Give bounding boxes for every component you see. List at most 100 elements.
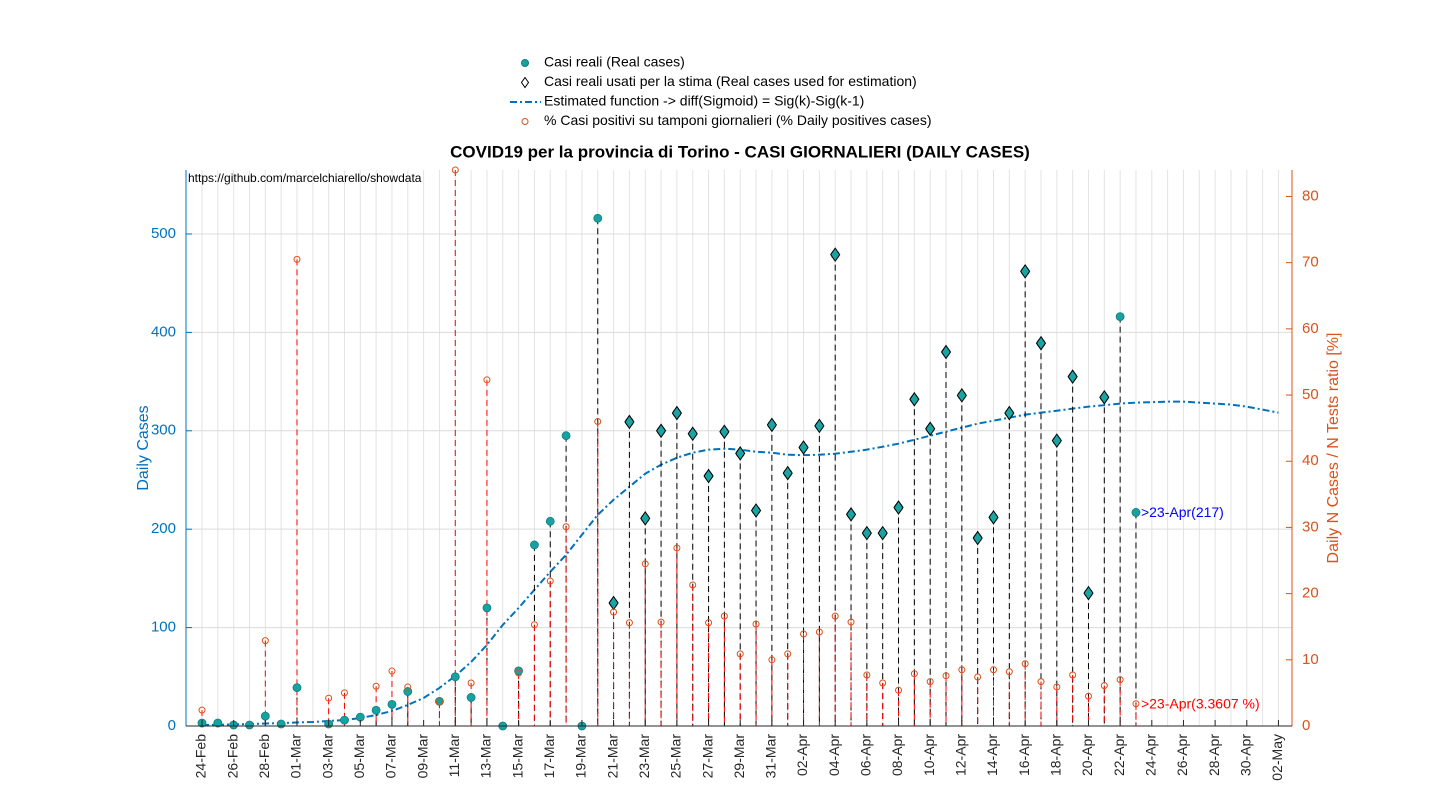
y2-tick-label: 30 xyxy=(1302,518,1319,535)
diamond-point xyxy=(655,423,667,439)
annotation: https://github.com/marcelchiarello/showd… xyxy=(188,171,422,185)
y2-axis-label: Daily N Cases / N Tests ratio [%] xyxy=(1325,333,1342,564)
diamond-point xyxy=(1051,433,1062,448)
x-tick-label: 11-Mar xyxy=(446,734,462,778)
diamond-point xyxy=(608,595,619,611)
point xyxy=(340,715,349,725)
point xyxy=(213,718,223,728)
open-point xyxy=(895,686,903,694)
legend-label: Casi reali (Real cases) xyxy=(544,54,685,70)
point xyxy=(593,213,603,223)
point xyxy=(482,603,492,613)
x-tick-label: 29-Mar xyxy=(731,734,747,779)
diamond-point xyxy=(988,509,999,525)
y-tick-label: 400 xyxy=(151,323,176,340)
y-tick-label: 200 xyxy=(151,520,176,537)
diamond-point xyxy=(735,446,746,461)
open-point xyxy=(673,544,681,552)
open-point xyxy=(261,637,269,645)
diamond-point xyxy=(1099,389,1110,405)
open-point xyxy=(926,678,934,686)
diamond-point xyxy=(893,500,904,515)
annotation: >23-Apr(217) xyxy=(1141,504,1224,520)
open-point xyxy=(610,608,618,616)
y-axis-label: Daily Cases xyxy=(135,405,152,490)
axes: 24-Feb 26-Feb 28-Feb 01-Mar 03-Mar 05-Mar 07-M… xyxy=(151,170,1319,781)
diamond-point xyxy=(671,405,683,421)
diamond-point xyxy=(925,421,936,437)
diamond-point xyxy=(909,391,920,407)
point xyxy=(355,712,365,722)
open-point xyxy=(831,612,839,620)
x-tick-label: 10-Apr xyxy=(921,734,937,776)
open-point xyxy=(293,255,301,263)
y2-tick-label: 0 xyxy=(1302,717,1310,734)
y-tick-label: 0 xyxy=(168,717,176,734)
x-tick-label: 01-Mar xyxy=(288,734,304,779)
diamond-point xyxy=(703,468,714,484)
marks xyxy=(197,166,1141,731)
point xyxy=(292,683,302,693)
open-point xyxy=(752,620,760,628)
x-tick-label: 16-Apr xyxy=(1016,734,1032,776)
point xyxy=(450,672,460,682)
stems xyxy=(201,170,1279,727)
x-tick-label: 23-Mar xyxy=(636,734,652,779)
diamond-point xyxy=(640,510,651,526)
open-point xyxy=(879,679,887,687)
open-point xyxy=(1084,692,1092,700)
diamond-point xyxy=(814,418,825,434)
x-tick-label: 31-Mar xyxy=(763,734,779,779)
open-point xyxy=(467,679,475,687)
open-point xyxy=(1053,683,1061,691)
open-point xyxy=(198,706,206,714)
x-tick-label: 05-Mar xyxy=(351,734,367,779)
x-tick-label: 20-Apr xyxy=(1079,734,1095,776)
legend-label: % Casi positivi su tamponi giornalieri (… xyxy=(544,112,931,128)
x-tick-label: 08-Apr xyxy=(889,734,905,776)
open-point xyxy=(325,694,333,702)
x-tick-label: 21-Mar xyxy=(604,734,620,779)
open-point xyxy=(1100,682,1108,690)
open-point xyxy=(800,630,808,638)
open-point xyxy=(942,672,950,680)
diamond-point xyxy=(861,525,872,541)
open-point xyxy=(1021,660,1029,668)
open-point xyxy=(594,418,602,426)
open-point xyxy=(372,682,380,690)
x-tick-label: 18-Apr xyxy=(1048,734,1064,776)
open-point xyxy=(958,666,966,674)
x-tick-label: 28-Apr xyxy=(1206,734,1222,776)
x-tick-label: 24-Feb xyxy=(193,734,209,779)
diamond-point xyxy=(940,344,952,360)
point xyxy=(1131,508,1141,517)
y2-tick-label: 50 xyxy=(1302,386,1319,403)
open-point xyxy=(530,621,538,629)
x-tick-label: 15-Mar xyxy=(509,734,525,779)
diamond-point xyxy=(750,503,762,518)
open-point xyxy=(863,671,871,679)
open-point xyxy=(340,689,348,697)
open-point xyxy=(451,166,459,174)
diamond-point xyxy=(830,247,841,263)
open-point xyxy=(562,523,570,531)
y-tick-label: 300 xyxy=(151,422,176,439)
legend-label: Estimated function -> diff(Sigmoid) = Si… xyxy=(544,93,864,109)
open-point xyxy=(705,619,713,627)
x-tick-label: 04-Apr xyxy=(826,734,842,776)
x-tick-label: 26-Apr xyxy=(1174,734,1190,776)
diamond-point xyxy=(956,387,967,403)
diamond-point xyxy=(782,465,793,481)
x-tick-label: 07-Mar xyxy=(383,734,399,779)
legend-swatch xyxy=(521,118,529,125)
open-point xyxy=(1116,676,1124,684)
open-point xyxy=(1132,700,1140,708)
x-tick-label: 24-Apr xyxy=(1143,734,1159,776)
point xyxy=(466,693,476,702)
y2-tick-label: 10 xyxy=(1302,651,1319,668)
x-tick-label: 26-Feb xyxy=(224,734,240,779)
x-tick-label: 02-Apr xyxy=(794,734,810,776)
y2-tick-label: 80 xyxy=(1302,187,1319,204)
open-point xyxy=(910,670,918,678)
